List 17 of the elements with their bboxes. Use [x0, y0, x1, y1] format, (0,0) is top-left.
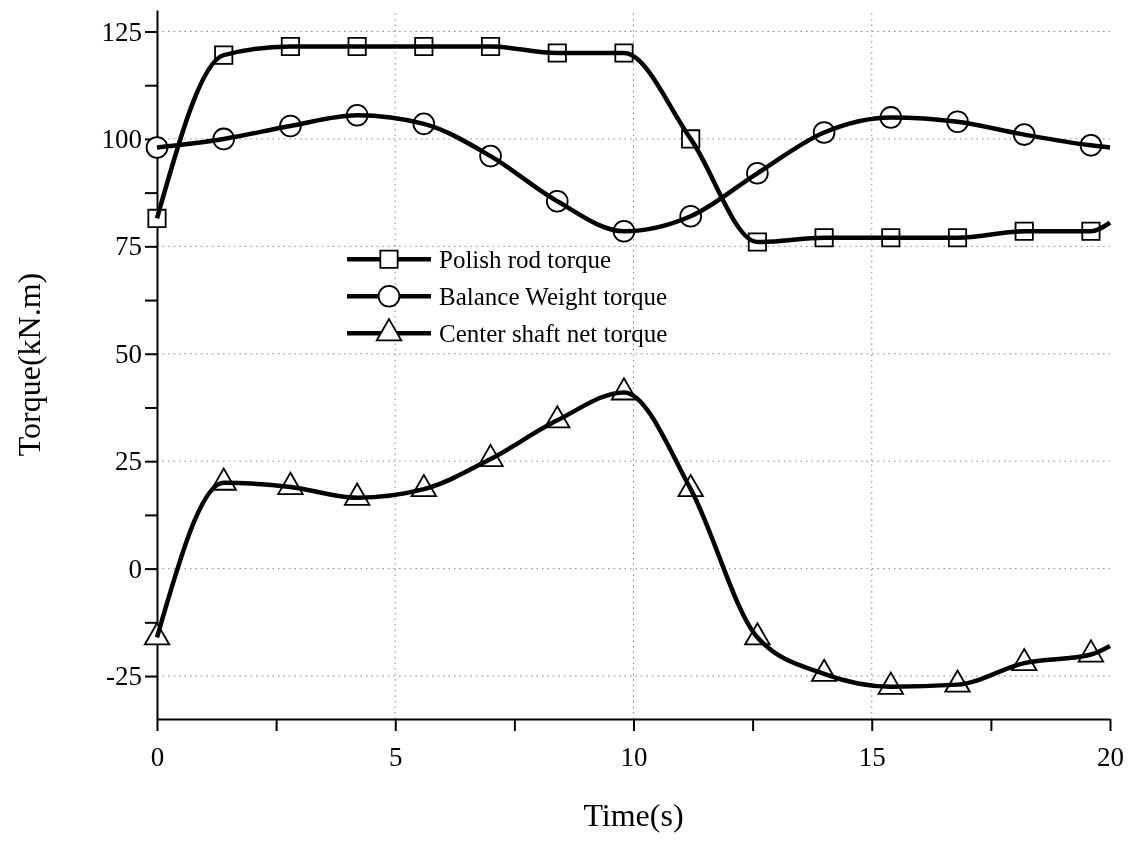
x-axis-title: Time(s) — [583, 797, 684, 833]
legend-label: Center shaft net torque — [439, 320, 668, 348]
y-tick-label: 125 — [101, 16, 142, 47]
y-tick-label: 25 — [115, 446, 142, 477]
y-axis-title: Torque(kN.m) — [11, 272, 47, 457]
y-tick-label: 75 — [115, 231, 142, 262]
y-tick-label: 50 — [115, 338, 142, 369]
x-tick-label: 15 — [858, 742, 886, 773]
y-tick-label: 100 — [101, 124, 142, 155]
x-tick-label: 20 — [1097, 742, 1124, 773]
x-tick-label: 0 — [150, 742, 165, 773]
y-tick-label: -25 — [106, 661, 142, 692]
x-tick-label: 5 — [389, 742, 403, 773]
x-tick-label: 10 — [620, 742, 648, 773]
legend-label: Polish rod torque — [439, 246, 612, 274]
legend-label: Balance Weight torque — [439, 283, 668, 311]
y-tick-label: 0 — [128, 553, 142, 584]
